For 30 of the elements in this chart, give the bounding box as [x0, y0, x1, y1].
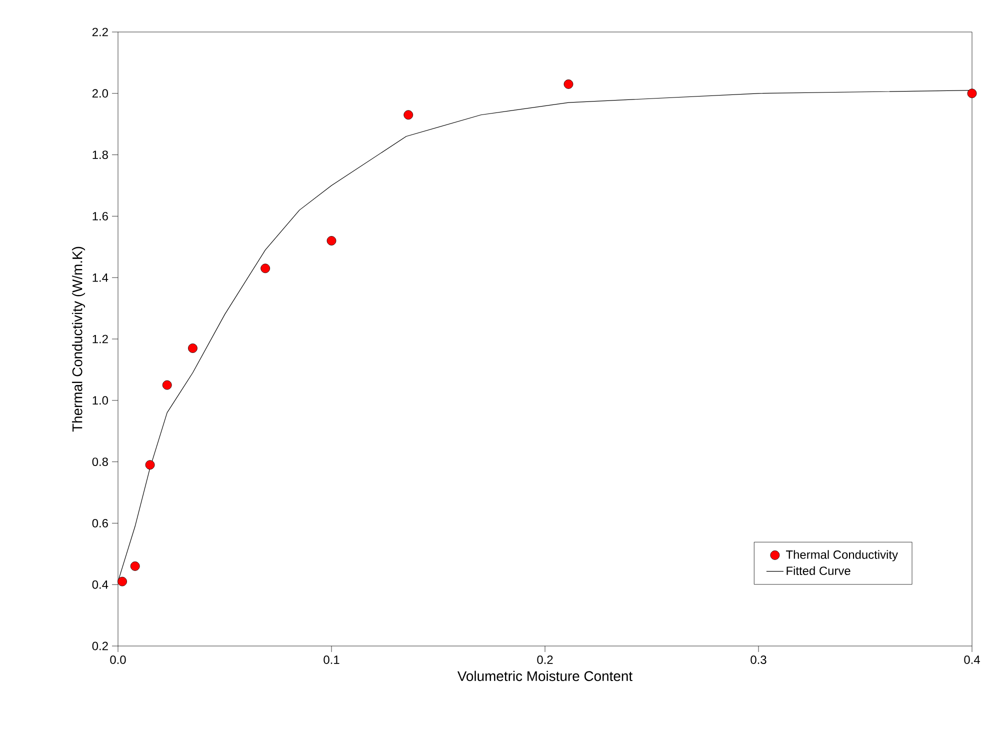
y-tick-label: 0.6 — [92, 518, 108, 528]
point — [326, 236, 336, 246]
y-tick-label: 1.8 — [92, 150, 108, 160]
y-tick-label: 2.0 — [92, 89, 108, 98]
point — [145, 460, 155, 470]
point — [130, 561, 140, 571]
x-axis-title: Volumetric Moisture Content — [457, 670, 632, 682]
point — [564, 79, 574, 89]
point — [967, 88, 977, 98]
y-tick-label: 1.4 — [92, 273, 108, 282]
legend-label: Fitted Curve — [786, 566, 850, 576]
point — [162, 380, 172, 390]
y-tick-label: 2.2 — [92, 28, 108, 36]
x-tick-label: 0.2 — [537, 656, 553, 664]
legend-label: Thermal Conductivity — [786, 550, 898, 562]
y-tick-label: 1.2 — [92, 334, 108, 344]
y-tick-label: 0.4 — [92, 580, 108, 589]
x-tick-label: 0.1 — [324, 656, 340, 664]
x-tick-label: 0.4 — [964, 656, 980, 664]
point — [118, 576, 127, 586]
x-tick-label: 0.3 — [750, 656, 766, 664]
point — [188, 344, 198, 353]
y-axis-title: Thermal Conductivity (W/m.K) — [72, 246, 86, 432]
y-tick-label: 0.2 — [92, 642, 108, 650]
y-tick-label: 0.8 — [92, 458, 108, 466]
y-tick-label: 1.0 — [92, 396, 108, 405]
point — [404, 110, 414, 120]
x-tick-label: 0.0 — [110, 656, 126, 664]
y-tick-label: 1.6 — [92, 212, 108, 220]
point — [260, 264, 270, 274]
